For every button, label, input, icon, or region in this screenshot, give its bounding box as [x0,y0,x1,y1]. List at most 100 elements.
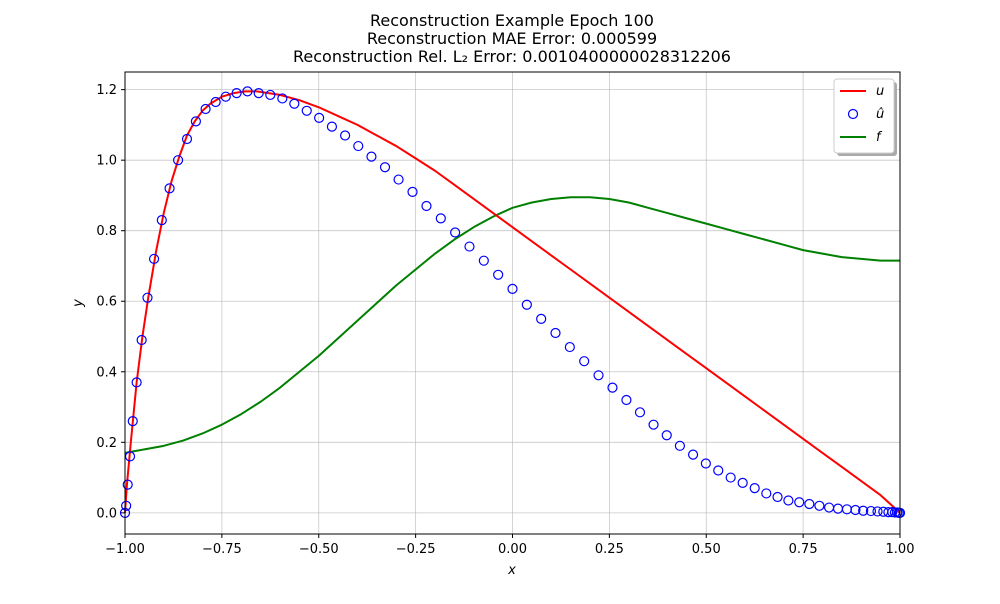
u-hat-point [804,498,815,510]
legend: u û f [833,78,897,156]
x-tick-label: −0.50 [299,542,339,557]
x-tick-label: 0.75 [789,542,818,557]
u-hat-point [181,133,193,145]
y-tick-label: 0.6 [96,295,117,310]
u-hat-point [379,162,391,173]
legend-label-u-hat: û [876,107,884,122]
u-hat-point [353,140,364,152]
u-hat-point [536,313,547,324]
y-tick-label: 0.0 [96,506,117,521]
u-hat-point [253,88,264,99]
u-hat-point [783,495,794,506]
u-hat-point [579,356,590,367]
u-hat-point [122,479,133,490]
u-hat-point [661,430,672,441]
x-axis-label: x [507,563,516,578]
y-tick-label: 0.8 [96,224,117,239]
u-hat-point [621,394,632,406]
u-hat-point [634,407,646,418]
u-hat-point [136,334,147,346]
u-hat-point [124,451,136,462]
u-hat-point [121,500,132,511]
u-hat-point [127,416,138,427]
u-hat-point [648,419,659,430]
u-hat-point [301,105,312,116]
u-hat-point [794,497,805,508]
u-hat-point [366,151,377,162]
u-hat-point [823,502,835,513]
u-hat-point [148,253,160,265]
x-tick-label: 0.00 [498,542,527,557]
legend-label-f: f [876,130,883,145]
u-hat-point [242,86,253,97]
u-hat-point [464,241,475,252]
u-hat-point [172,155,184,166]
u-hat-point [700,458,711,469]
u-hat-point [507,283,518,294]
u-hat-point [326,121,338,132]
legend-swatch-u-hat [847,108,859,120]
x-axis-ticks: −1.00 −0.75 −0.50 −0.25 0.00 0.25 0.50 0.75 1.00 [105,534,914,557]
u-hat-point [772,491,783,503]
u-hat-point [872,506,883,517]
u-hat-point [674,440,686,451]
u-hat-point [435,213,446,224]
u-hat-point [761,488,772,499]
u-hat-point [550,327,561,339]
u-hat-point [407,186,418,198]
legend-label-u: u [876,84,884,99]
y-tick-label: 0.2 [96,436,117,451]
u-hat-point [277,93,288,104]
u-hat-point [231,88,242,99]
y-tick-label: 1.0 [96,154,117,169]
legend-box [833,78,895,154]
chart-title: Reconstruction Example Epoch 100 Reconst… [293,11,731,66]
u-hat-point [607,382,618,393]
u-hat-point [593,370,604,381]
y-axis-ticks: 0.0 0.2 0.4 0.6 0.8 1.0 1.2 [96,83,125,521]
u-hat-point [865,505,877,517]
u-hat-point [564,341,575,353]
u-hat-point [190,116,202,127]
y-axis-label: y [71,299,86,308]
plot-area [119,86,906,518]
series-line-f [124,196,900,454]
title-line-2: Reconstruction MAE Error: 0.000599 [367,29,657,48]
u-hat-point [832,503,844,514]
y-tick-label: 0.4 [96,365,117,380]
u-hat-point [340,130,351,141]
grid-lines [124,72,901,534]
u-hat-point [749,483,760,494]
u-hat-point [737,477,748,488]
u-hat-point [493,269,504,280]
x-tick-label: 0.50 [692,542,721,557]
u-hat-point [850,504,861,516]
x-tick-label: −1.00 [105,542,145,557]
u-hat-point [142,292,153,303]
u-hat-point [687,449,699,460]
u-hat-point [478,255,489,266]
u-hat-point [210,96,221,108]
u-hat-point [858,505,869,516]
u-hat-point [421,200,432,212]
x-tick-label: 1.00 [886,542,915,557]
u-hat-point [725,472,736,483]
title-line-3: Reconstruction Rel. L₂ Error: 0.00104000… [293,47,731,66]
u-hat-point [131,377,142,388]
u-hat-point [164,183,175,194]
u-hat-point [314,112,325,123]
x-tick-label: −0.25 [396,542,436,557]
u-hat-point [450,227,461,238]
u-hat-point [220,91,231,102]
u-hat-point [265,89,276,101]
u-hat-point [713,465,724,476]
u-hat-point [814,500,825,511]
title-line-1: Reconstruction Example Epoch 100 [370,11,654,30]
u-hat-point [289,98,300,109]
u-hat-point [393,174,404,185]
x-tick-label: 0.25 [595,542,624,557]
u-hat-point [156,215,167,226]
x-tick-label: −0.75 [202,542,242,557]
